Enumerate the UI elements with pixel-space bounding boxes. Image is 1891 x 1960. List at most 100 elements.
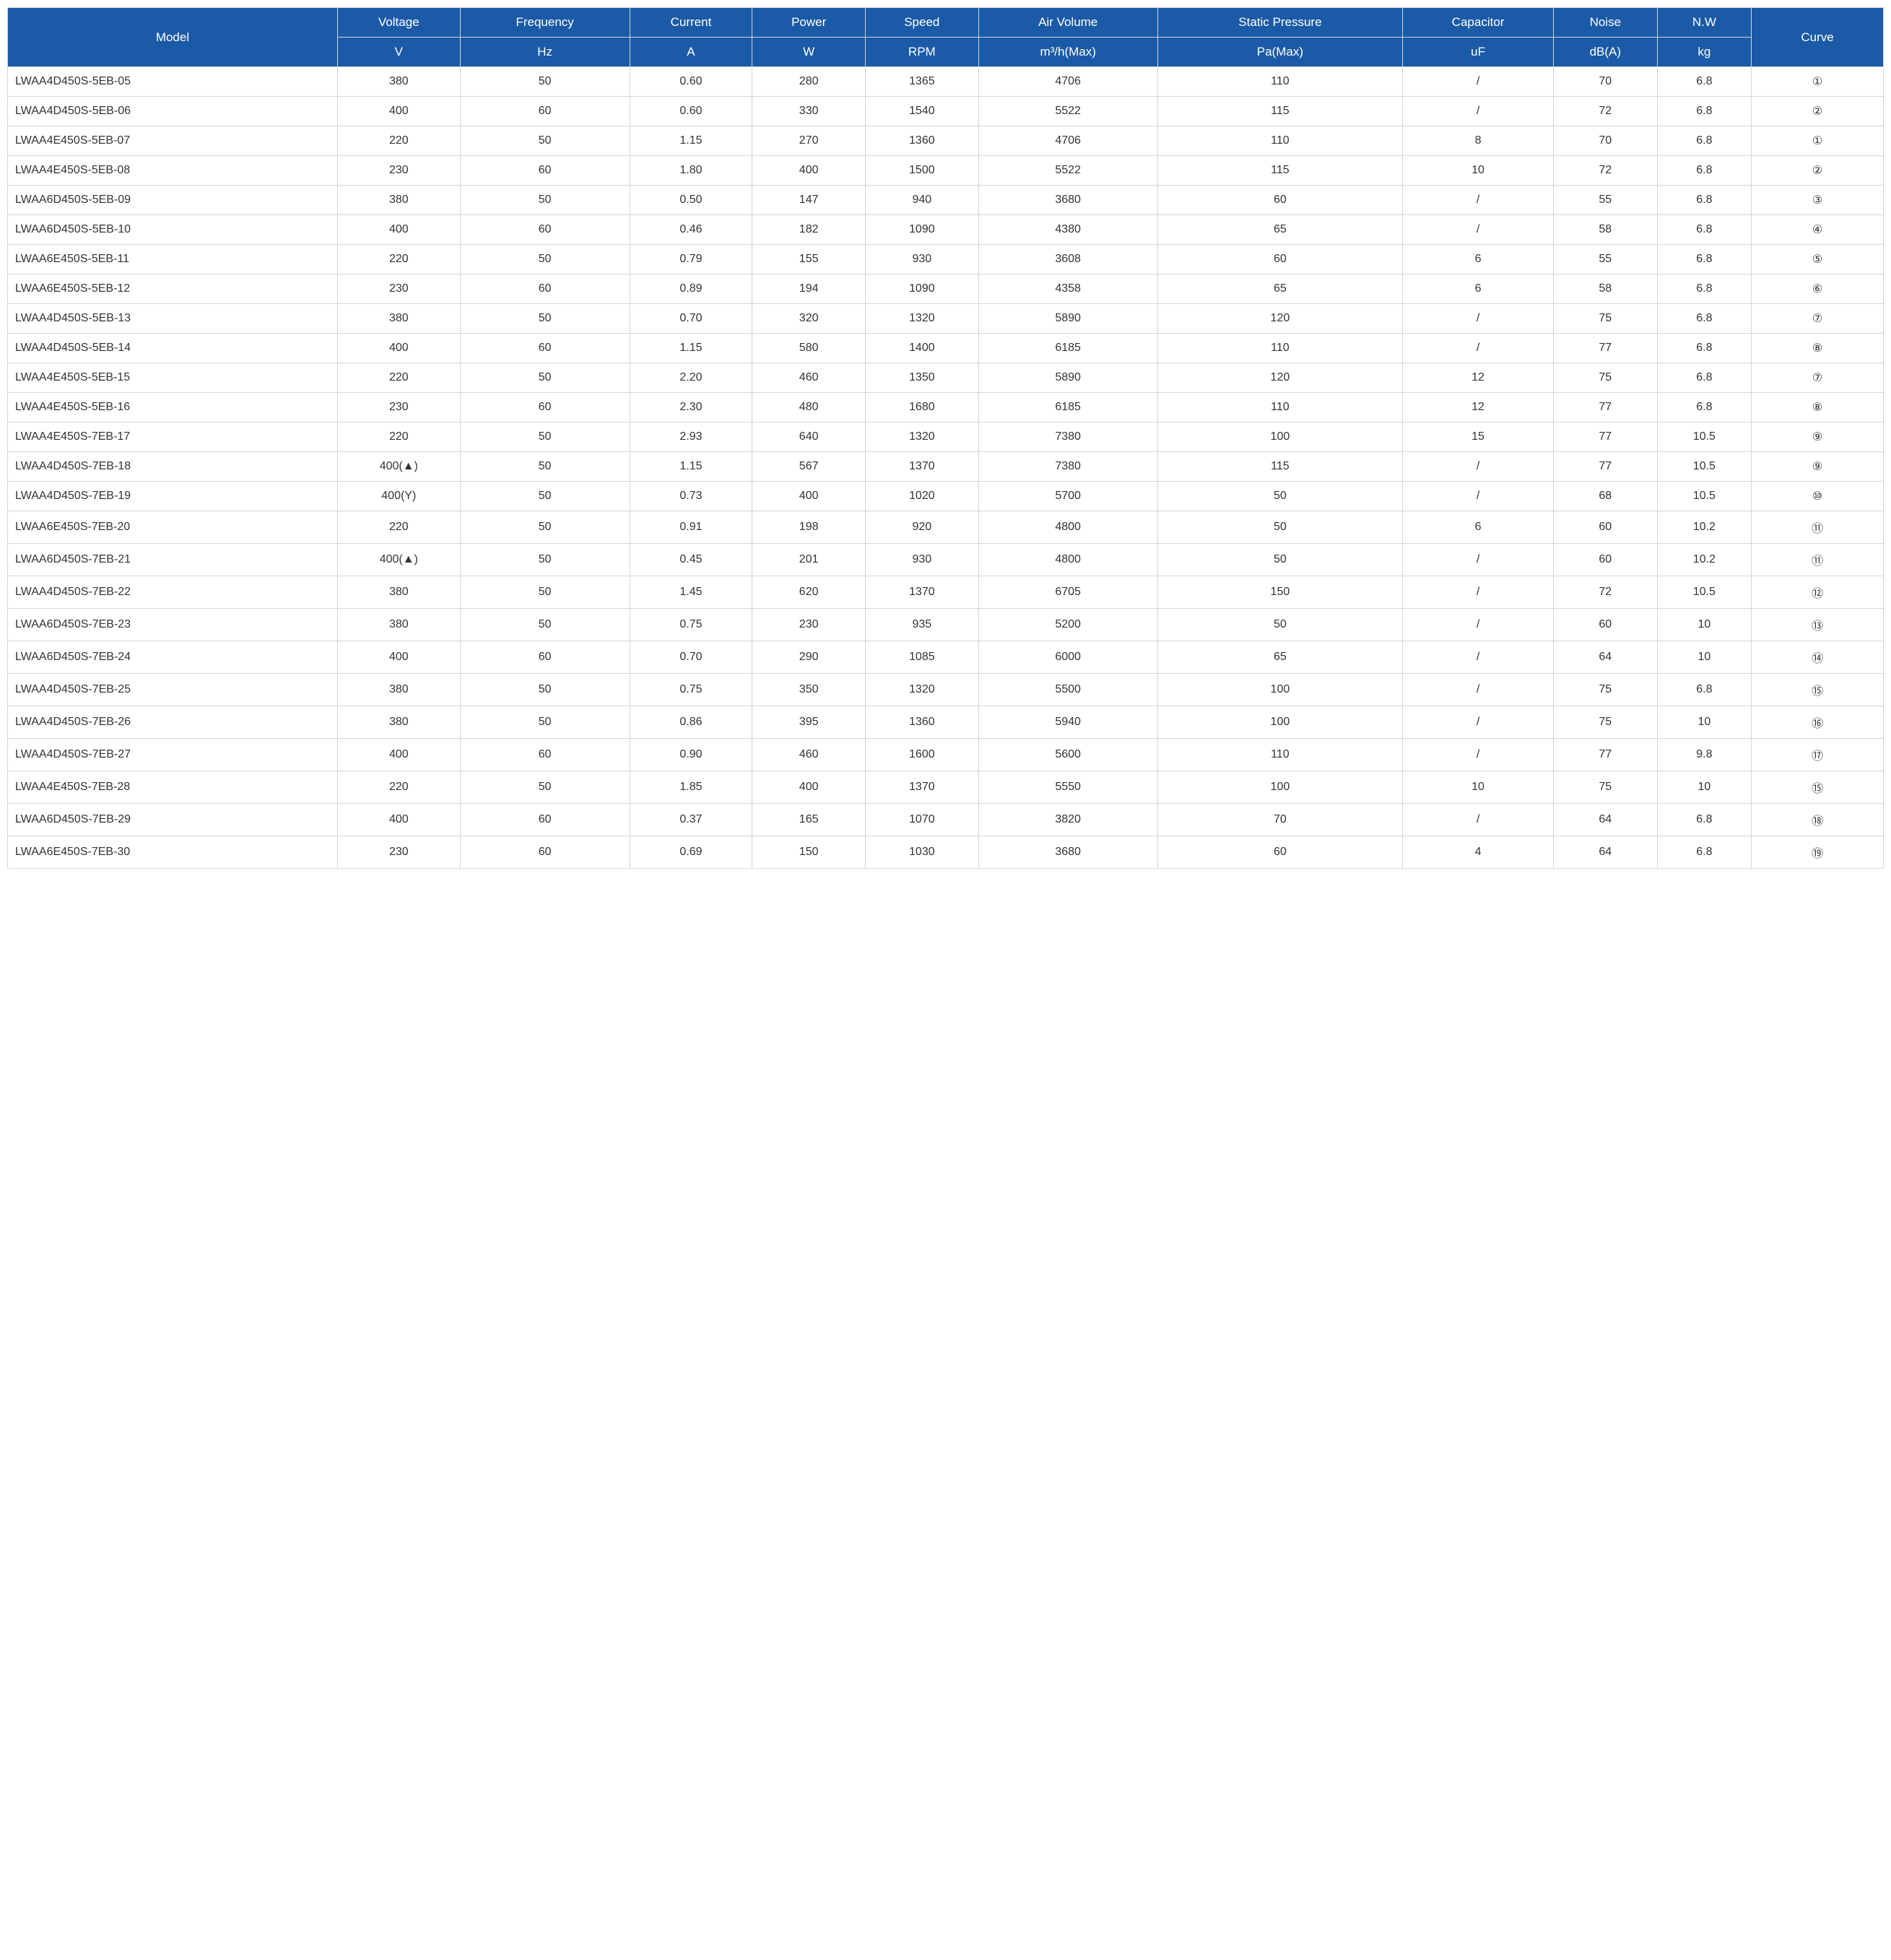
- cell-noise: 55: [1554, 186, 1658, 215]
- cell-static: 110: [1157, 126, 1402, 156]
- cell-freq: 60: [460, 393, 630, 422]
- cell-model: LWAA4E450S-5EB-16: [8, 393, 338, 422]
- cell-curve: ⑦: [1752, 304, 1884, 334]
- cell-curve: ②: [1752, 97, 1884, 126]
- cell-noise: 75: [1554, 674, 1658, 706]
- cell-freq: 60: [460, 739, 630, 771]
- cell-speed: 1370: [865, 771, 978, 804]
- cell-static: 100: [1157, 674, 1402, 706]
- cell-airvol: 4358: [978, 274, 1157, 304]
- cell-model: LWAA4D450S-5EB-05: [8, 67, 338, 97]
- cell-noise: 75: [1554, 706, 1658, 739]
- cell-airvol: 3820: [978, 804, 1157, 836]
- cell-speed: 1370: [865, 576, 978, 609]
- cell-noise: 77: [1554, 452, 1658, 482]
- cell-airvol: 7380: [978, 452, 1157, 482]
- col-unit-cap: uF: [1403, 38, 1554, 67]
- cell-model: LWAA4E450S-5EB-15: [8, 363, 338, 393]
- cell-noise: 60: [1554, 511, 1658, 544]
- cell-current: 0.75: [630, 609, 752, 641]
- cell-airvol: 6185: [978, 334, 1157, 363]
- cell-power: 460: [752, 363, 866, 393]
- cell-model: LWAA4D450S-5EB-06: [8, 97, 338, 126]
- cell-static: 150: [1157, 576, 1402, 609]
- cell-model: LWAA6E450S-5EB-11: [8, 245, 338, 274]
- cell-voltage: 400(▲): [337, 452, 460, 482]
- table-row: LWAA6D450S-5EB-09380500.50147940368060/5…: [8, 186, 1884, 215]
- table-row: LWAA4D450S-5EB-13380500.7032013205890120…: [8, 304, 1884, 334]
- cell-nw: 10: [1657, 771, 1752, 804]
- cell-airvol: 5522: [978, 97, 1157, 126]
- cell-voltage: 380: [337, 576, 460, 609]
- cell-power: 182: [752, 215, 866, 245]
- cell-static: 100: [1157, 706, 1402, 739]
- cell-static: 60: [1157, 186, 1402, 215]
- table-row: LWAA4E450S-7EB-17220502.9364013207380100…: [8, 422, 1884, 452]
- cell-curve: ⑪: [1752, 511, 1884, 544]
- cell-cap: /: [1403, 482, 1554, 511]
- cell-curve: ⑧: [1752, 393, 1884, 422]
- cell-voltage: 220: [337, 363, 460, 393]
- cell-model: LWAA6D450S-7EB-29: [8, 804, 338, 836]
- cell-curve: ③: [1752, 186, 1884, 215]
- cell-curve: ⑲: [1752, 836, 1884, 869]
- col-unit-airvol: m³/h(Max): [978, 38, 1157, 67]
- cell-airvol: 4800: [978, 544, 1157, 576]
- table-row: LWAA4E450S-5EB-08230601.8040015005522115…: [8, 156, 1884, 186]
- cell-noise: 77: [1554, 739, 1658, 771]
- cell-noise: 64: [1554, 836, 1658, 869]
- cell-nw: 6.8: [1657, 245, 1752, 274]
- cell-nw: 6.8: [1657, 804, 1752, 836]
- cell-curve: ④: [1752, 215, 1884, 245]
- col-header-freq: Frequency: [460, 8, 630, 38]
- cell-airvol: 3680: [978, 186, 1157, 215]
- cell-nw: 6.8: [1657, 334, 1752, 363]
- cell-static: 120: [1157, 363, 1402, 393]
- cell-speed: 1085: [865, 641, 978, 674]
- cell-nw: 6.8: [1657, 186, 1752, 215]
- cell-static: 110: [1157, 739, 1402, 771]
- cell-model: LWAA4E450S-7EB-28: [8, 771, 338, 804]
- cell-voltage: 400: [337, 739, 460, 771]
- cell-power: 270: [752, 126, 866, 156]
- table-row: LWAA4E450S-5EB-07220501.1527013604706110…: [8, 126, 1884, 156]
- table-row: LWAA6D450S-5EB-10400600.461821090438065/…: [8, 215, 1884, 245]
- cell-model: LWAA6D450S-7EB-23: [8, 609, 338, 641]
- cell-voltage: 380: [337, 609, 460, 641]
- cell-voltage: 220: [337, 422, 460, 452]
- cell-curve: ①: [1752, 67, 1884, 97]
- cell-voltage: 400(Y): [337, 482, 460, 511]
- cell-power: 330: [752, 97, 866, 126]
- col-header-power: Power: [752, 8, 866, 38]
- cell-voltage: 400: [337, 641, 460, 674]
- cell-power: 480: [752, 393, 866, 422]
- cell-model: LWAA4E450S-7EB-17: [8, 422, 338, 452]
- cell-power: 567: [752, 452, 866, 482]
- cell-speed: 930: [865, 245, 978, 274]
- table-row: LWAA4D450S-7EB-22380501.4562013706705150…: [8, 576, 1884, 609]
- cell-curve: ⑮: [1752, 771, 1884, 804]
- cell-noise: 58: [1554, 274, 1658, 304]
- cell-power: 580: [752, 334, 866, 363]
- cell-static: 110: [1157, 67, 1402, 97]
- cell-nw: 10.2: [1657, 511, 1752, 544]
- spec-table: Model Voltage Frequency Current Power Sp…: [7, 7, 1884, 869]
- cell-static: 70: [1157, 804, 1402, 836]
- cell-voltage: 220: [337, 245, 460, 274]
- cell-noise: 72: [1554, 97, 1658, 126]
- col-unit-speed: RPM: [865, 38, 978, 67]
- cell-cap: /: [1403, 544, 1554, 576]
- cell-cap: /: [1403, 576, 1554, 609]
- cell-current: 0.70: [630, 304, 752, 334]
- cell-curve: ⑦: [1752, 363, 1884, 393]
- cell-current: 0.60: [630, 97, 752, 126]
- cell-power: 350: [752, 674, 866, 706]
- cell-model: LWAA4E450S-5EB-07: [8, 126, 338, 156]
- cell-static: 65: [1157, 641, 1402, 674]
- cell-static: 115: [1157, 97, 1402, 126]
- cell-model: LWAA4D450S-7EB-18: [8, 452, 338, 482]
- table-row: LWAA4D450S-7EB-19400(Y)500.7340010205700…: [8, 482, 1884, 511]
- cell-curve: ⑩: [1752, 482, 1884, 511]
- cell-nw: 10.5: [1657, 452, 1752, 482]
- cell-curve: ⑯: [1752, 706, 1884, 739]
